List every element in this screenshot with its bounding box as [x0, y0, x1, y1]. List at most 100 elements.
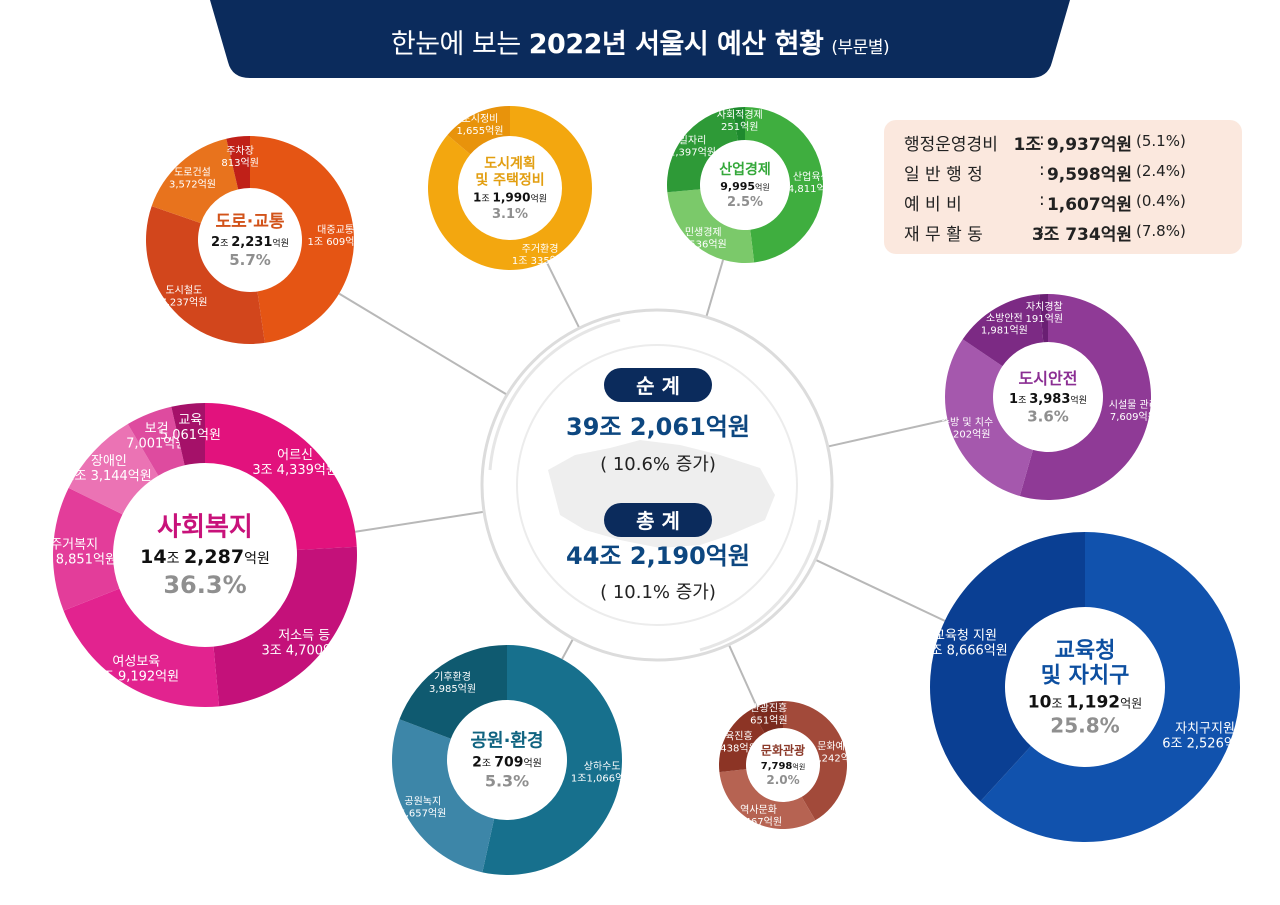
donut-slice: [171, 403, 205, 466]
grand-total-growth: ( 10.1% 증가): [600, 582, 716, 603]
slice-value-label: 4,811억원: [788, 183, 835, 195]
donut-slice: [745, 107, 823, 263]
info-row: 재 무 활 동 : 3조 734억원 (7.8%): [884, 220, 1242, 248]
other-expenses-box: 행정운영경비 : 1조 9,937억원 (5.1%) 일 반 행 정 : 9,5…: [884, 120, 1242, 254]
info-colon: :: [1039, 220, 1045, 240]
donut-slice: [1039, 294, 1048, 343]
slice-name-label: 주거환경: [522, 242, 559, 255]
donut-amount: 10조 1,192억원: [1028, 692, 1142, 712]
info-label: 행정운영경비: [904, 135, 998, 155]
info-label: 재 무 활 동: [904, 225, 983, 245]
donut-title: 문화관광: [761, 743, 805, 758]
connector-line: [545, 261, 581, 329]
info-value: 3조 734억원: [1031, 225, 1132, 245]
slice-value-label: 3,242억원: [812, 753, 859, 765]
info-colon: :: [1039, 130, 1045, 150]
grand-total-label: 총 계: [636, 509, 680, 533]
info-pct: (5.1%): [1136, 132, 1186, 150]
slice-value-label: 4,202억원: [943, 428, 990, 440]
slice-name-label: 주거복지: [50, 538, 98, 553]
donut-slice: [151, 138, 239, 224]
donut-slice: [719, 769, 816, 829]
slice-name-label: 어르신: [277, 448, 313, 463]
slice-value-label: 7,609억원: [1110, 411, 1157, 423]
slice-name-label: 관광진흥: [750, 701, 787, 714]
info-colon: :: [1039, 160, 1045, 180]
slice-name-label: 도시정비: [462, 113, 499, 125]
donut-percentage: 2.5%: [727, 195, 763, 210]
slice-value-label: 3,572억원: [169, 178, 216, 190]
page-title: 한눈에 보는 2022년 서울시 예산 현황 (부문별): [210, 22, 1070, 61]
slice-value-label: 5,061억원: [160, 428, 221, 443]
connector-line: [727, 644, 758, 708]
slice-name-label: 일자리: [679, 134, 707, 146]
donut-slice: [945, 339, 1033, 497]
slice-name-label: 도로건설: [174, 166, 211, 178]
slice-value-label: 3,985억원: [429, 683, 476, 695]
connector-line: [338, 292, 508, 396]
donut-percentage: 3.6%: [1027, 408, 1069, 426]
info-row: 행정운영경비 : 1조 9,937억원 (5.1%): [884, 130, 1242, 158]
slice-name-label: 문화예술: [817, 741, 854, 753]
donut-slice: [213, 546, 357, 707]
donut-percentage: 3.1%: [492, 207, 528, 222]
slice-value-label: 1조 609억원: [307, 236, 363, 248]
slice-value-label: 1조1,066억원: [571, 772, 634, 784]
donut-slice: [719, 709, 765, 773]
slice-value-label: 1조 8,851억원: [31, 553, 117, 568]
donut-center: [701, 141, 789, 229]
connector-line: [814, 558, 946, 622]
slice-name-label: 교육: [178, 413, 202, 428]
slice-value-label: 191억원: [1026, 313, 1064, 325]
donut-slice: [68, 424, 159, 515]
donut-slice: [205, 403, 357, 550]
slice-value-label: 3조 4,700억원: [261, 644, 347, 659]
donut-center: [448, 701, 566, 819]
info-label: 일 반 행 정: [904, 165, 983, 185]
connector-line: [705, 259, 725, 318]
slice-name-label: 도시철도: [165, 285, 202, 297]
slice-value-label: 1조 3,144억원: [66, 469, 152, 484]
info-row: 예 비 비 : 1,607억원 (0.4%): [884, 190, 1242, 218]
slice-value-label: 7,001억원: [126, 436, 187, 451]
slice-name-label: 상하수도: [584, 759, 621, 772]
donut-center: [747, 729, 819, 801]
slice-name-label: 자치경찰: [1026, 300, 1063, 313]
donut-title: 및 자치구: [1041, 664, 1130, 689]
hub-arc-bottom-right: [699, 519, 822, 652]
donut-slice: [750, 701, 783, 733]
slice-name-label: 여성보육: [112, 655, 160, 670]
donut-slice: [427, 106, 592, 270]
donut-slice: [1019, 294, 1152, 501]
info-value: 1,607억원: [1046, 195, 1132, 215]
donut-percentage: 5.3%: [485, 772, 529, 791]
net-total-label: 순 계: [636, 374, 680, 398]
donut-center: [994, 343, 1102, 451]
donut-amount: 1조 3,983억원: [1009, 392, 1087, 407]
info-label: 예 비 비: [904, 195, 962, 215]
donut-slice: [962, 294, 1044, 367]
slice-value-label: 1조 335억원: [512, 255, 568, 267]
slice-name-label: 보건: [145, 421, 169, 436]
connector-line: [355, 510, 485, 533]
center-hub: 순 계 39조 2,061억원 ( 10.6% 증가) 총 계 44조 2,19…: [480, 308, 834, 662]
slice-value-label: 651억원: [750, 714, 788, 726]
slice-value-label: 813억원: [221, 157, 259, 169]
slice-value-label: 2조 9,192억원: [94, 670, 180, 685]
donut-percentage: 2.0%: [766, 773, 799, 787]
donut-slice: [399, 645, 507, 739]
donut-percentage: 5.7%: [229, 251, 271, 269]
donut-slice: [930, 532, 1085, 802]
net-total-pill: [604, 368, 712, 402]
donut-slice: [52, 487, 123, 611]
donut-slice: [447, 106, 510, 155]
slice-name-label: 수방 및 치수: [941, 416, 993, 428]
